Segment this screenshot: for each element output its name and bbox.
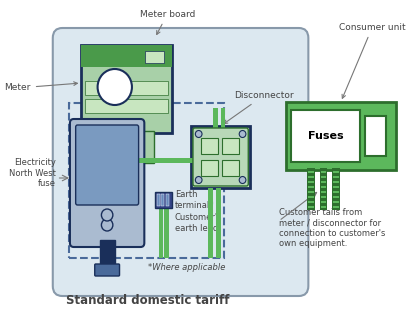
Bar bbox=[333, 176, 339, 178]
Bar bbox=[164, 208, 169, 258]
Bar bbox=[321, 206, 326, 208]
Bar bbox=[332, 168, 340, 210]
Bar bbox=[158, 208, 163, 258]
FancyBboxPatch shape bbox=[76, 125, 139, 205]
Circle shape bbox=[239, 130, 246, 137]
Bar bbox=[208, 188, 213, 258]
Bar bbox=[333, 201, 339, 203]
Bar bbox=[145, 51, 164, 63]
Bar bbox=[108, 128, 113, 163]
Bar bbox=[222, 138, 239, 154]
Circle shape bbox=[97, 69, 132, 105]
Bar bbox=[333, 196, 339, 198]
Bar bbox=[82, 45, 172, 67]
Bar bbox=[213, 108, 218, 163]
Text: Customer tails from
meter / disconnector for
connection to customer's
own equipm: Customer tails from meter / disconnector… bbox=[279, 208, 385, 248]
Text: Fuses: Fuses bbox=[308, 131, 343, 141]
Bar bbox=[321, 171, 326, 173]
Circle shape bbox=[102, 209, 113, 221]
Bar bbox=[307, 168, 315, 210]
Bar bbox=[321, 181, 326, 183]
Bar bbox=[308, 181, 314, 183]
Bar bbox=[69, 103, 224, 258]
Bar bbox=[85, 99, 168, 113]
Bar bbox=[321, 191, 326, 193]
FancyBboxPatch shape bbox=[53, 28, 308, 296]
Bar bbox=[166, 194, 169, 206]
Bar bbox=[201, 138, 218, 154]
Text: Consumer unit: Consumer unit bbox=[339, 23, 405, 98]
Bar bbox=[333, 191, 339, 193]
Bar bbox=[321, 201, 326, 203]
Text: Disconnector: Disconnector bbox=[224, 91, 293, 124]
Bar bbox=[85, 81, 168, 95]
Text: Standard domestic tariff: Standard domestic tariff bbox=[66, 294, 229, 307]
Bar bbox=[308, 196, 314, 198]
FancyBboxPatch shape bbox=[286, 102, 396, 170]
Circle shape bbox=[102, 219, 113, 231]
Bar bbox=[308, 206, 314, 208]
Bar bbox=[116, 128, 120, 163]
Text: Meter board: Meter board bbox=[140, 10, 195, 34]
Bar bbox=[321, 176, 326, 178]
Bar bbox=[201, 160, 218, 176]
Bar bbox=[333, 186, 339, 188]
FancyBboxPatch shape bbox=[82, 45, 172, 133]
Bar bbox=[161, 194, 164, 206]
Bar bbox=[321, 186, 326, 188]
Text: Meter: Meter bbox=[5, 82, 77, 93]
Bar bbox=[108, 158, 218, 163]
FancyBboxPatch shape bbox=[291, 110, 360, 162]
Bar bbox=[333, 171, 339, 173]
Bar bbox=[320, 168, 327, 210]
Bar bbox=[308, 201, 314, 203]
Bar bbox=[333, 181, 339, 183]
Bar bbox=[308, 186, 314, 188]
Bar bbox=[99, 131, 154, 163]
Bar bbox=[116, 158, 225, 163]
FancyBboxPatch shape bbox=[193, 128, 248, 186]
Bar bbox=[221, 108, 225, 163]
Text: *Where applicable: *Where applicable bbox=[148, 264, 226, 273]
Bar bbox=[155, 192, 172, 208]
Bar bbox=[321, 196, 326, 198]
FancyBboxPatch shape bbox=[364, 116, 385, 156]
Circle shape bbox=[239, 176, 246, 183]
Bar bbox=[157, 194, 160, 206]
Bar bbox=[308, 171, 314, 173]
Bar bbox=[99, 240, 115, 268]
Circle shape bbox=[195, 130, 202, 137]
Text: Earth
terminal*: Earth terminal* bbox=[175, 190, 214, 210]
FancyBboxPatch shape bbox=[70, 119, 144, 247]
Bar bbox=[308, 176, 314, 178]
FancyBboxPatch shape bbox=[95, 264, 120, 276]
Text: Electricity
North West
fuse: Electricity North West fuse bbox=[9, 158, 56, 188]
FancyBboxPatch shape bbox=[191, 126, 250, 188]
Bar bbox=[308, 191, 314, 193]
Bar bbox=[333, 206, 339, 208]
Text: Customer's
earth lead: Customer's earth lead bbox=[175, 213, 222, 233]
Circle shape bbox=[195, 176, 202, 183]
Bar bbox=[222, 160, 239, 176]
Bar bbox=[216, 188, 221, 258]
